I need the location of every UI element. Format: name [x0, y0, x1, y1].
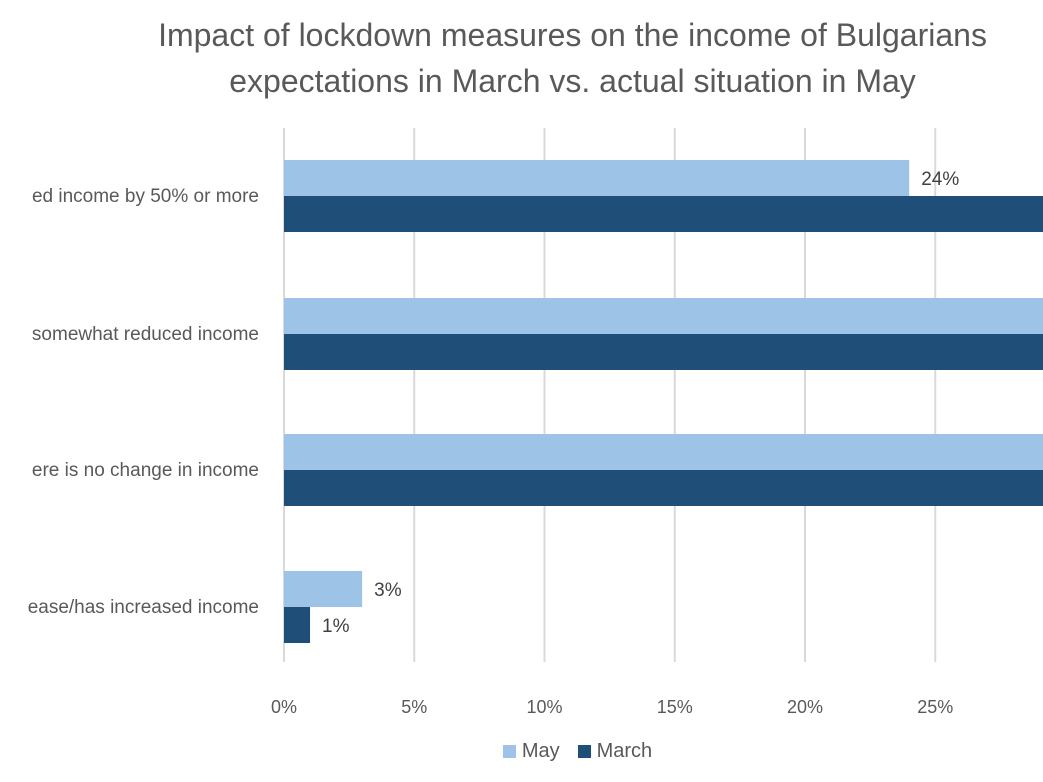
chart-title: Impact of lockdown measures on the incom…: [80, 12, 1043, 104]
data-label-may-0: 24%: [921, 169, 959, 190]
bar-may-2: [284, 434, 1043, 470]
x-tick-label-3: 15%: [657, 697, 693, 717]
bar-may-1: [284, 298, 1043, 334]
bar-march-0: [284, 196, 1043, 232]
x-tick-label-1: 5%: [401, 697, 427, 717]
chart-legend: May March: [0, 740, 1043, 763]
chart-title-line-1: Impact of lockdown measures on the incom…: [158, 17, 987, 53]
data-label-may-3: 3%: [374, 580, 402, 601]
legend-label-may: May: [521, 740, 560, 762]
legend-item-march: March: [577, 740, 653, 763]
category-label-2: ere is no change in income: [32, 460, 259, 481]
x-tick-label-0: 0%: [271, 697, 297, 717]
bar-march-1: [284, 334, 1043, 370]
x-tick-label-2: 10%: [526, 697, 562, 717]
chart-title-line-2: expectations in March vs. actual situati…: [229, 63, 916, 99]
legend-swatch-march: [577, 745, 591, 758]
legend-swatch-may: [502, 745, 516, 758]
bar-may-3: [284, 571, 363, 607]
bar-may-0: [284, 160, 910, 196]
x-tick-label-4: 20%: [787, 697, 823, 717]
bar-march-3: [284, 607, 311, 643]
category-label-3: ease/has increased income: [28, 597, 259, 618]
category-label-1: somewhat reduced income: [32, 324, 259, 345]
bar-march-2: [284, 470, 1043, 506]
category-label-0: ed income by 50% or more: [32, 186, 259, 207]
x-tick-label-5: 25%: [917, 697, 953, 717]
legend-label-march: March: [596, 740, 653, 762]
legend-item-may: May: [502, 740, 560, 763]
data-label-march-3: 1%: [322, 616, 350, 637]
